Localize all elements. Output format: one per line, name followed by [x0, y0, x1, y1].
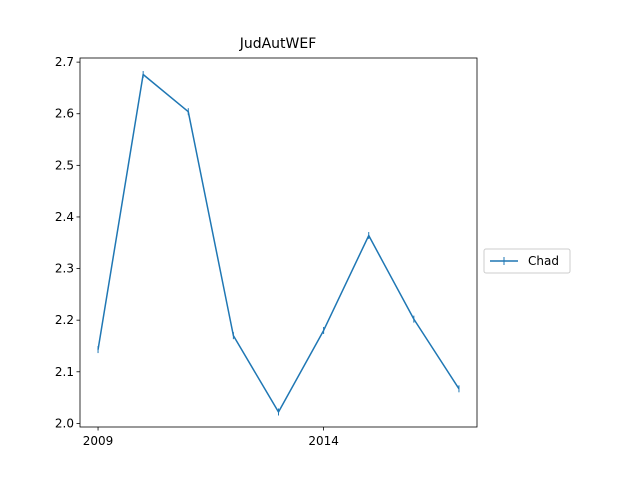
legend: Chad — [483, 248, 571, 274]
y-tick-label: 2.5 — [55, 158, 74, 172]
axes: 2.0 2.1 2.2 2.3 2.4 2.5 2.6 2.7 2009 2014 — [55, 55, 478, 448]
x-tick-label: 2009 — [83, 434, 114, 448]
y-tick-label: 2.6 — [55, 107, 74, 121]
legend-label-chad: Chad — [528, 254, 559, 268]
y-tick-label: 2.4 — [55, 210, 74, 224]
y-tick-label: 2.1 — [55, 365, 74, 379]
y-tick-label: 2.7 — [55, 55, 74, 69]
axes-frame — [79, 57, 478, 428]
legend-box — [483, 248, 571, 274]
chart-title: JudAutWEF — [239, 36, 317, 52]
y-tick-label: 2.3 — [55, 262, 74, 276]
y-tick-label: 2.2 — [55, 313, 74, 327]
y-tick-label: 2.0 — [55, 416, 74, 430]
plot-area — [97, 71, 460, 416]
x-tick-label: 2014 — [308, 434, 339, 448]
